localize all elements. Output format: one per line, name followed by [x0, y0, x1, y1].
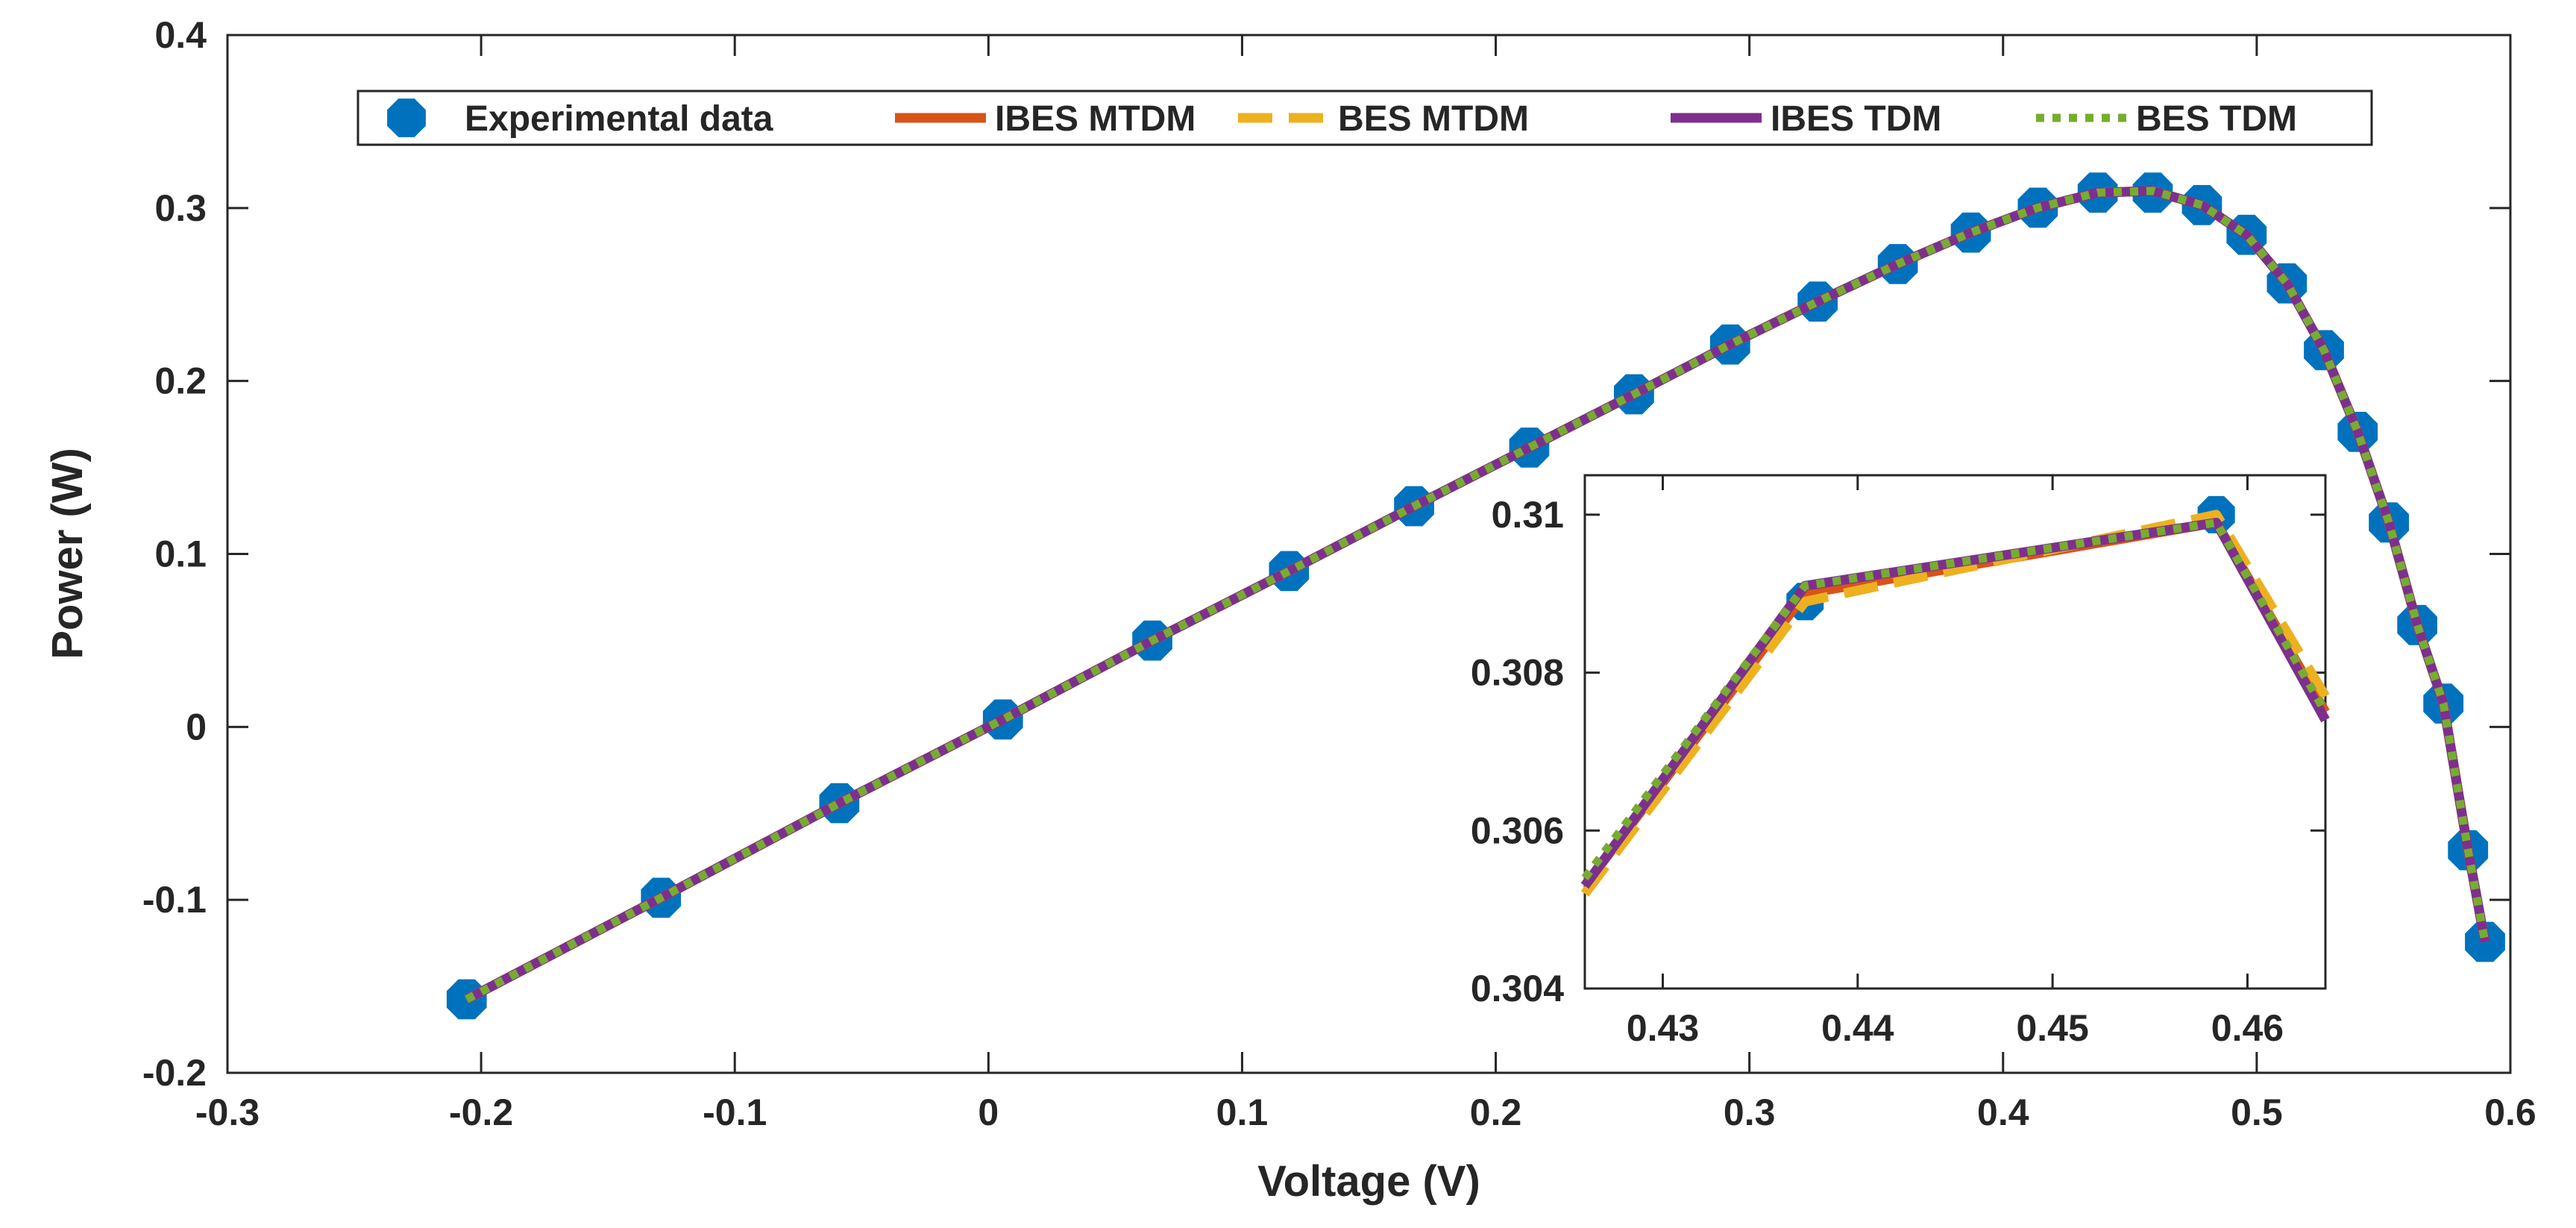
inset-y-tick-label: 0.304 — [1471, 968, 1564, 1009]
y-tick-label: 0.1 — [154, 533, 207, 575]
legend-label: BES TDM — [2136, 99, 2297, 139]
y-tick-label: -0.1 — [142, 879, 207, 921]
y-tick-label: 0.3 — [154, 187, 207, 229]
inset-y-tick-label: 0.31 — [1492, 494, 1564, 536]
x-tick-label: -0.3 — [195, 1091, 260, 1133]
main-series-line-bes-tdm — [465, 187, 2489, 1003]
x-axis-label: Voltage (V) — [1257, 1157, 1480, 1206]
legend-label: BES MTDM — [1338, 99, 1529, 139]
x-tick-label: -0.1 — [703, 1091, 767, 1133]
x-tick-label: 0.6 — [2484, 1091, 2536, 1133]
x-tick-label: 0.3 — [1724, 1091, 1776, 1133]
inset-x-tick-label: 0.44 — [1821, 1007, 1894, 1049]
inset-y-tick-label: 0.308 — [1471, 652, 1564, 694]
y-tick-label: 0 — [186, 706, 207, 748]
inset-plot: 0.43 0.44 0.45 0.46 0.304 0.306 0.308 0.31 — [1471, 474, 2330, 1049]
x-tick-label: 0.1 — [1216, 1091, 1269, 1133]
inset-y-tick-label: 0.306 — [1471, 809, 1564, 851]
legend-item: IBES TDM — [1671, 99, 1941, 139]
inset-x-tick-label: 0.45 — [2016, 1007, 2088, 1049]
inset-x-tick-label: 0.46 — [2211, 1007, 2284, 1049]
y-tick-label: -0.2 — [142, 1052, 207, 1094]
legend-item: IBES MTDM — [895, 99, 1196, 139]
x-tick-label: 0 — [978, 1091, 999, 1133]
legend-label: Experimental data — [465, 99, 773, 139]
inset-x-tick-label: 0.43 — [1627, 1007, 1699, 1049]
y-tick-label: 0.2 — [154, 360, 207, 402]
x-tick-label: -0.2 — [449, 1091, 513, 1133]
legend: Experimental data IBES MTDM BES MTDM IBES T… — [356, 90, 2373, 146]
x-tick-label: 0.2 — [1470, 1091, 1522, 1133]
legend-item: BES TDM — [2036, 99, 2297, 139]
inset-series-line-ibes-tdm — [1580, 518, 2330, 889]
y-axis-label: Power (W) — [43, 448, 92, 660]
legend-marker-icon — [387, 98, 426, 137]
y-tick-label: 0.4 — [154, 14, 207, 56]
legend-item: BES MTDM — [1238, 99, 1529, 139]
x-tick-label: 0.5 — [2231, 1091, 2283, 1133]
inset-series-line-bes-tdm — [1581, 519, 2329, 881]
legend-label: IBES TDM — [1771, 99, 1941, 139]
x-tick-label: 0.4 — [1977, 1091, 2029, 1133]
legend-item: Experimental data — [387, 98, 773, 139]
legend-label: IBES MTDM — [995, 99, 1196, 139]
